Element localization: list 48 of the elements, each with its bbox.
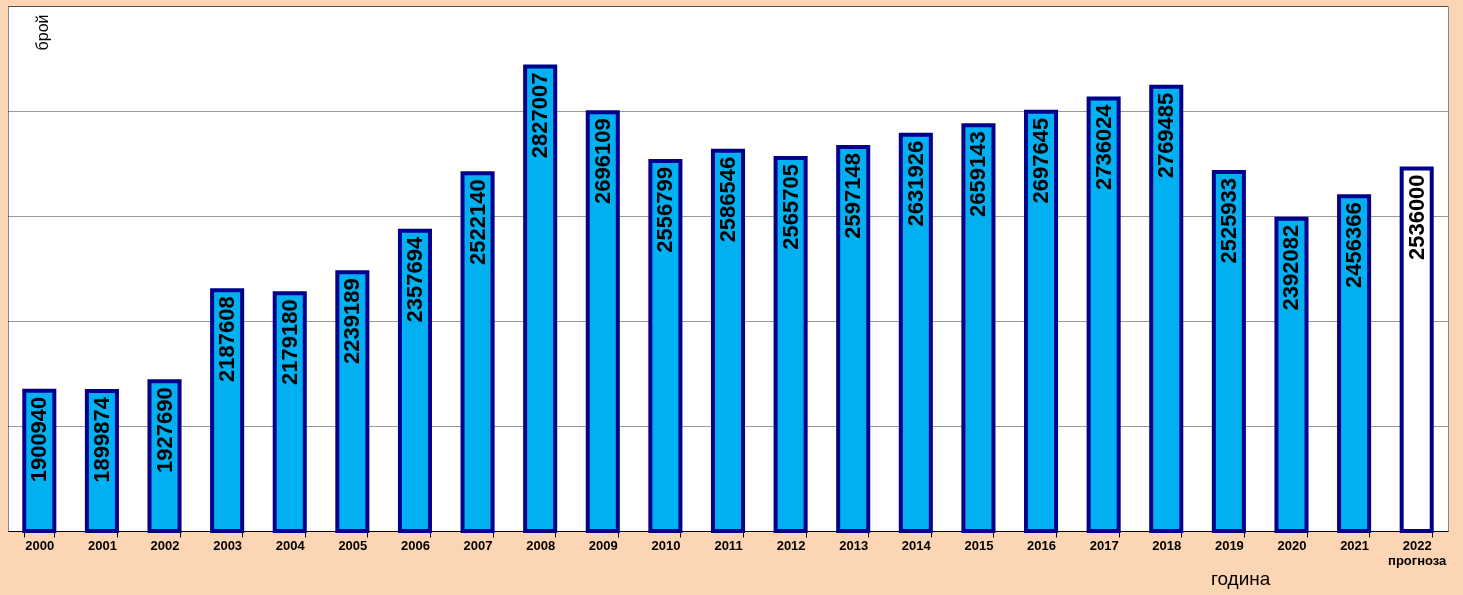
x-tick-label: 2006 — [401, 537, 430, 553]
x-tick-label: 2009 — [588, 537, 618, 553]
x-tick-label: 2018 — [1152, 537, 1182, 553]
x-tick-label: 2003 — [213, 537, 243, 553]
data-label: 2179180 — [276, 299, 302, 385]
data-label: 2556799 — [652, 167, 678, 253]
x-tick-label: 2007 — [463, 537, 493, 553]
x-tick-label: 2016 — [1027, 537, 1056, 553]
x-tick-label: 2001 — [87, 537, 117, 553]
data-label: 2565705 — [777, 164, 803, 250]
data-label: 2187608 — [214, 296, 240, 382]
data-label: 2392082 — [1278, 224, 1304, 311]
data-label: 2357694 — [401, 236, 427, 323]
x-tick-label: 2012 — [776, 537, 806, 553]
x-tick-label: 2020 — [1277, 537, 1307, 553]
data-label: 2522140 — [464, 179, 490, 265]
data-label: 2736024 — [1090, 103, 1116, 191]
data-label: 2631926 — [902, 140, 928, 227]
x-tick-label: 2019 — [1214, 537, 1244, 553]
data-label: 2536000 — [1403, 174, 1429, 261]
x-tick-label: 2008 — [526, 537, 556, 553]
data-label: 2586546 — [715, 156, 740, 243]
data-label: 2827007 — [527, 72, 553, 159]
x-tick-label: 2022 прогноза — [1388, 537, 1448, 568]
x-tick-label: 2013 — [839, 537, 869, 553]
x-tick-label: 2005 — [338, 537, 368, 553]
data-label: 2525933 — [1215, 177, 1241, 264]
data-label: 2239189 — [339, 278, 365, 364]
data-label: 2456366 — [1341, 202, 1367, 288]
data-label: 2697645 — [1028, 117, 1054, 204]
data-label: 1900940 — [26, 396, 52, 483]
data-label: 2696109 — [589, 118, 615, 205]
x-tick-label: 2010 — [651, 537, 681, 553]
x-tick-label: 2017 — [1089, 537, 1119, 553]
x-tick-label: 2000 — [25, 537, 55, 553]
data-label: 1927690 — [151, 387, 177, 473]
data-label: 1899874 — [88, 396, 114, 483]
x-tick-label: 2014 — [901, 537, 932, 553]
y-axis-title: брой — [33, 14, 51, 51]
data-label: 2769485 — [1153, 92, 1179, 179]
x-axis-title: година — [1210, 567, 1271, 589]
x-tick-label: 2015 — [964, 537, 994, 553]
data-label: 2659143 — [965, 131, 991, 217]
x-tick-label: 2002 — [150, 537, 180, 553]
x-tick-label: 2021 — [1340, 537, 1370, 553]
x-tick-label: 2011 — [714, 537, 743, 553]
data-label: 2597148 — [840, 153, 866, 239]
x-tick-label: 2004 — [275, 537, 306, 553]
